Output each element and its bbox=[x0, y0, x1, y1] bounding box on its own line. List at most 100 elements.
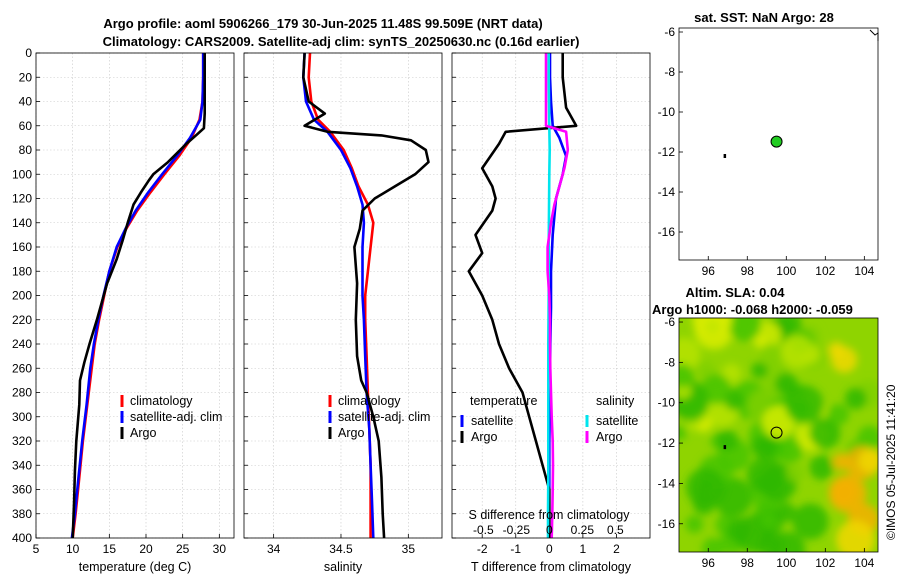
sla-map-title-line2: Argo h1000: -0.068 h2000: -0.059 bbox=[652, 302, 853, 317]
sla-patch bbox=[696, 361, 716, 380]
y-tick-label: -16 bbox=[658, 517, 676, 531]
legend-title-temperature: temperature bbox=[470, 394, 537, 408]
legend-label: satellite-adj. clim bbox=[338, 410, 430, 424]
top-tick-label: -0.25 bbox=[503, 523, 531, 537]
legend-title-salinity: salinity bbox=[596, 394, 635, 408]
sla-patch bbox=[775, 372, 797, 395]
sla-patch bbox=[858, 448, 878, 473]
sla-patch bbox=[760, 438, 780, 457]
x-axis-label: temperature (deg C) bbox=[79, 560, 192, 574]
sla-field bbox=[679, 318, 878, 552]
sla-patch bbox=[844, 387, 867, 410]
y-tick-label: 60 bbox=[19, 119, 33, 133]
x-tick-label: 2 bbox=[613, 542, 620, 556]
y-tick-label: 300 bbox=[12, 410, 32, 424]
y-tick-label: -16 bbox=[658, 225, 676, 239]
x-tick-label: 30 bbox=[213, 542, 227, 556]
y-tick-label: 40 bbox=[19, 95, 33, 109]
y-tick-label: -12 bbox=[658, 145, 676, 159]
sla-patch bbox=[679, 337, 701, 371]
argo-location-marker bbox=[770, 426, 783, 439]
x-tick-label: 1 bbox=[580, 542, 587, 556]
y-tick-label: 160 bbox=[12, 240, 32, 254]
sla-patch bbox=[832, 453, 850, 471]
legend-label: Argo bbox=[471, 430, 497, 444]
y-tick-label: -14 bbox=[658, 185, 676, 199]
x-tick-label: 100 bbox=[776, 264, 796, 278]
y-tick-label: 280 bbox=[12, 386, 32, 400]
series-line-satellite-adj-clim bbox=[302, 52, 375, 539]
y-tick-label: 320 bbox=[12, 434, 32, 448]
legend-label: Argo bbox=[338, 426, 364, 440]
difference-profile-panel: -2 -1 0 1 2 T difference from climatology temp… bbox=[451, 52, 651, 574]
sla-patch bbox=[751, 361, 768, 379]
sla-patch bbox=[781, 335, 815, 369]
y-tick-label: 220 bbox=[12, 313, 32, 327]
sst-map-title: sat. SST: NaN Argo: 28 bbox=[694, 10, 834, 25]
y-tick-label: -10 bbox=[658, 105, 676, 119]
sla-patch bbox=[836, 520, 875, 552]
y-tick-label: 120 bbox=[12, 192, 32, 206]
y-tick-label: -12 bbox=[658, 436, 676, 450]
legend-label: Argo bbox=[596, 430, 622, 444]
sla-patch bbox=[727, 318, 762, 342]
top-tick-label: 0.25 bbox=[571, 523, 595, 537]
y-tick-label: 100 bbox=[12, 167, 32, 181]
sst-map-panel: 96 98 100 102 104 -6 -8 -10 -12 -14 -16 bbox=[658, 25, 879, 278]
x-tick-label: 98 bbox=[741, 556, 755, 570]
x-tick-label: -2 bbox=[477, 542, 488, 556]
sla-patch bbox=[692, 318, 733, 339]
sla-patch bbox=[809, 417, 841, 449]
top-tick-label: 0 bbox=[546, 523, 553, 537]
imos-credit: ©IMOS 05-Jul-2025 11:41:20 bbox=[884, 384, 898, 540]
y-tick-label: -14 bbox=[658, 476, 676, 490]
x-tick-label: 34 bbox=[267, 542, 281, 556]
sla-patch bbox=[686, 467, 726, 507]
legend-label: satellite bbox=[471, 414, 513, 428]
y-tick-label: -6 bbox=[664, 315, 675, 329]
sla-map-title-line1: Altim. SLA: 0.04 bbox=[686, 285, 786, 300]
sla-patch bbox=[786, 463, 805, 482]
sla-blobs bbox=[679, 318, 878, 552]
x-tick-label: 35 bbox=[402, 542, 416, 556]
sla-patch bbox=[769, 531, 806, 552]
figure-title-line1: Argo profile: aoml 5906266_179 30-Jun-20… bbox=[103, 16, 542, 31]
sla-patch bbox=[828, 474, 867, 513]
y-tick-label: 400 bbox=[12, 531, 32, 545]
map-frame bbox=[678, 317, 879, 553]
x-tick-label: 25 bbox=[176, 542, 190, 556]
sla-patch bbox=[746, 456, 784, 494]
y-tick-label: 80 bbox=[19, 143, 33, 157]
y-tick-label: 260 bbox=[12, 361, 32, 375]
x-axis-label-top: S difference from climatology bbox=[469, 508, 631, 522]
series-line-argo bbox=[302, 52, 430, 539]
sla-patch bbox=[828, 403, 850, 425]
sla-patch bbox=[702, 537, 724, 552]
y-tick-label: 360 bbox=[12, 483, 32, 497]
top-tick-label: -0.5 bbox=[473, 523, 494, 537]
x-tick-label: 102 bbox=[815, 264, 835, 278]
y-tick-label: -8 bbox=[664, 65, 675, 79]
x-tick-label: 100 bbox=[776, 556, 796, 570]
figure-title-line2: Climatology: CARS2009. Satellite-adj cli… bbox=[103, 34, 580, 49]
sla-patch bbox=[792, 503, 829, 540]
x-tick-label: 0 bbox=[546, 542, 553, 556]
x-tick-label: 96 bbox=[702, 264, 716, 278]
y-tick-label: 0 bbox=[25, 46, 32, 60]
sla-patch bbox=[685, 515, 704, 533]
x-tick-label: 5 bbox=[33, 542, 40, 556]
legend-label: satellite bbox=[596, 414, 638, 428]
sla-patch bbox=[759, 511, 778, 530]
y-tick-label: -10 bbox=[658, 396, 676, 410]
x-tick-label: 10 bbox=[66, 542, 80, 556]
sla-patch bbox=[716, 429, 738, 451]
top-tick-label: 0.5 bbox=[607, 523, 624, 537]
x-tick-label: 96 bbox=[702, 556, 716, 570]
x-axis-label: salinity bbox=[324, 560, 363, 574]
sla-patch bbox=[724, 390, 744, 411]
sla-patch bbox=[679, 363, 694, 388]
x-axis-label: T difference from climatology bbox=[471, 560, 632, 574]
sla-patch bbox=[776, 502, 796, 523]
sla-patch bbox=[831, 346, 858, 373]
